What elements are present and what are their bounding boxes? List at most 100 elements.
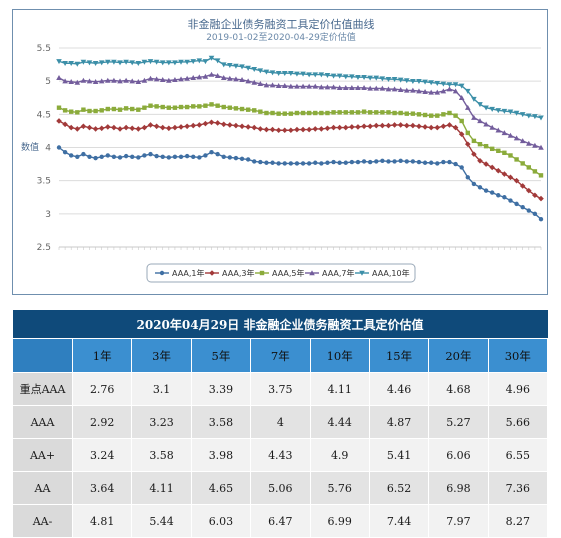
legend-marker	[209, 270, 215, 276]
legend[interactable]: AAA,1年 AAA,3年 AAA,5年 AAA,7年 AAA,10年	[146, 263, 416, 283]
table-cell: 7.44	[368, 504, 430, 538]
data-point	[318, 72, 325, 78]
data-point	[337, 160, 342, 165]
data-point	[294, 83, 300, 89]
legend-label: AAA,7年	[322, 268, 355, 278]
data-point	[489, 124, 495, 130]
legend-label: AAA,1年	[172, 268, 205, 278]
data-point	[56, 59, 62, 65]
data-point	[135, 126, 142, 132]
data-point	[361, 123, 367, 130]
data-point	[153, 59, 160, 65]
data-point	[318, 126, 325, 132]
data-point	[288, 161, 294, 166]
data-point	[379, 85, 386, 91]
data-point	[184, 59, 190, 65]
data-point	[502, 195, 507, 200]
data-point	[74, 61, 81, 67]
data-point	[330, 84, 337, 90]
data-point	[349, 74, 355, 80]
data-point	[191, 154, 196, 159]
data-point	[300, 83, 306, 89]
data-point	[209, 149, 214, 155]
data-point	[367, 159, 373, 165]
data-point	[56, 145, 62, 150]
data-point	[306, 110, 312, 116]
row-header: AAA	[12, 405, 73, 439]
data-point	[343, 110, 348, 115]
data-point	[398, 158, 403, 163]
data-point	[440, 88, 447, 94]
data-point	[142, 105, 147, 110]
data-point	[258, 109, 263, 114]
data-point	[98, 78, 105, 84]
table-cell: 4	[250, 405, 311, 439]
table-cell: 3.23	[131, 405, 192, 439]
y-tick-label: 5	[45, 77, 51, 87]
y-tick-label: 2.5	[37, 243, 51, 253]
data-point	[538, 173, 544, 178]
data-point	[159, 77, 166, 83]
data-point	[276, 161, 281, 166]
data-point	[166, 125, 172, 132]
data-point	[404, 111, 409, 116]
table-cell: 3.64	[71, 471, 133, 505]
data-point	[379, 122, 386, 129]
data-point	[117, 78, 123, 84]
data-point	[92, 61, 99, 67]
data-point	[313, 160, 318, 165]
y-tick-label: 4.5	[37, 110, 51, 120]
data-point	[178, 76, 184, 82]
data-point	[86, 60, 93, 66]
data-point	[251, 79, 258, 85]
data-point	[184, 123, 190, 130]
data-point	[300, 110, 306, 116]
data-point	[245, 107, 251, 112]
row-header: 重点AAA	[12, 372, 73, 406]
data-point	[428, 89, 434, 95]
data-point	[416, 123, 422, 130]
data-point	[325, 160, 330, 165]
data-point	[507, 132, 514, 138]
table-cell: 4.9	[309, 438, 370, 472]
legend-item[interactable]: AAA,1年	[155, 268, 205, 278]
data-point	[464, 104, 471, 110]
table-corner-cell	[12, 338, 73, 373]
table-cell: 5.66	[487, 405, 549, 439]
row-header: AA	[12, 471, 73, 505]
table-cell: 3.1	[131, 372, 192, 406]
data-point	[416, 112, 422, 117]
data-point	[62, 78, 68, 84]
data-point	[203, 103, 208, 108]
legend-item[interactable]: AAA,7年	[305, 268, 355, 278]
data-point	[153, 76, 160, 82]
data-point	[380, 110, 385, 115]
data-point	[123, 59, 129, 65]
series-2	[56, 102, 544, 178]
data-point	[294, 110, 300, 116]
data-point	[435, 113, 440, 118]
data-point	[416, 88, 422, 94]
data-point	[270, 160, 275, 165]
data-point	[141, 59, 148, 65]
data-point	[495, 167, 502, 174]
data-point	[471, 138, 477, 144]
data-point	[117, 60, 123, 66]
data-point	[258, 159, 263, 165]
table-cell: 5.27	[428, 405, 489, 439]
data-point	[367, 85, 373, 91]
data-point	[507, 109, 514, 115]
legend-item[interactable]: AAA,10年	[355, 268, 410, 278]
legend-item[interactable]: AAA,3年	[205, 268, 255, 278]
data-point	[269, 126, 276, 133]
data-point	[92, 126, 99, 132]
data-point	[355, 74, 361, 80]
data-point	[80, 59, 87, 65]
column-header: 1年	[71, 338, 133, 373]
data-point	[355, 159, 361, 165]
data-point	[465, 175, 470, 180]
data-point	[129, 60, 136, 66]
data-point	[281, 71, 288, 77]
data-point	[153, 123, 160, 130]
legend-item[interactable]: AAA,5年	[255, 268, 305, 278]
